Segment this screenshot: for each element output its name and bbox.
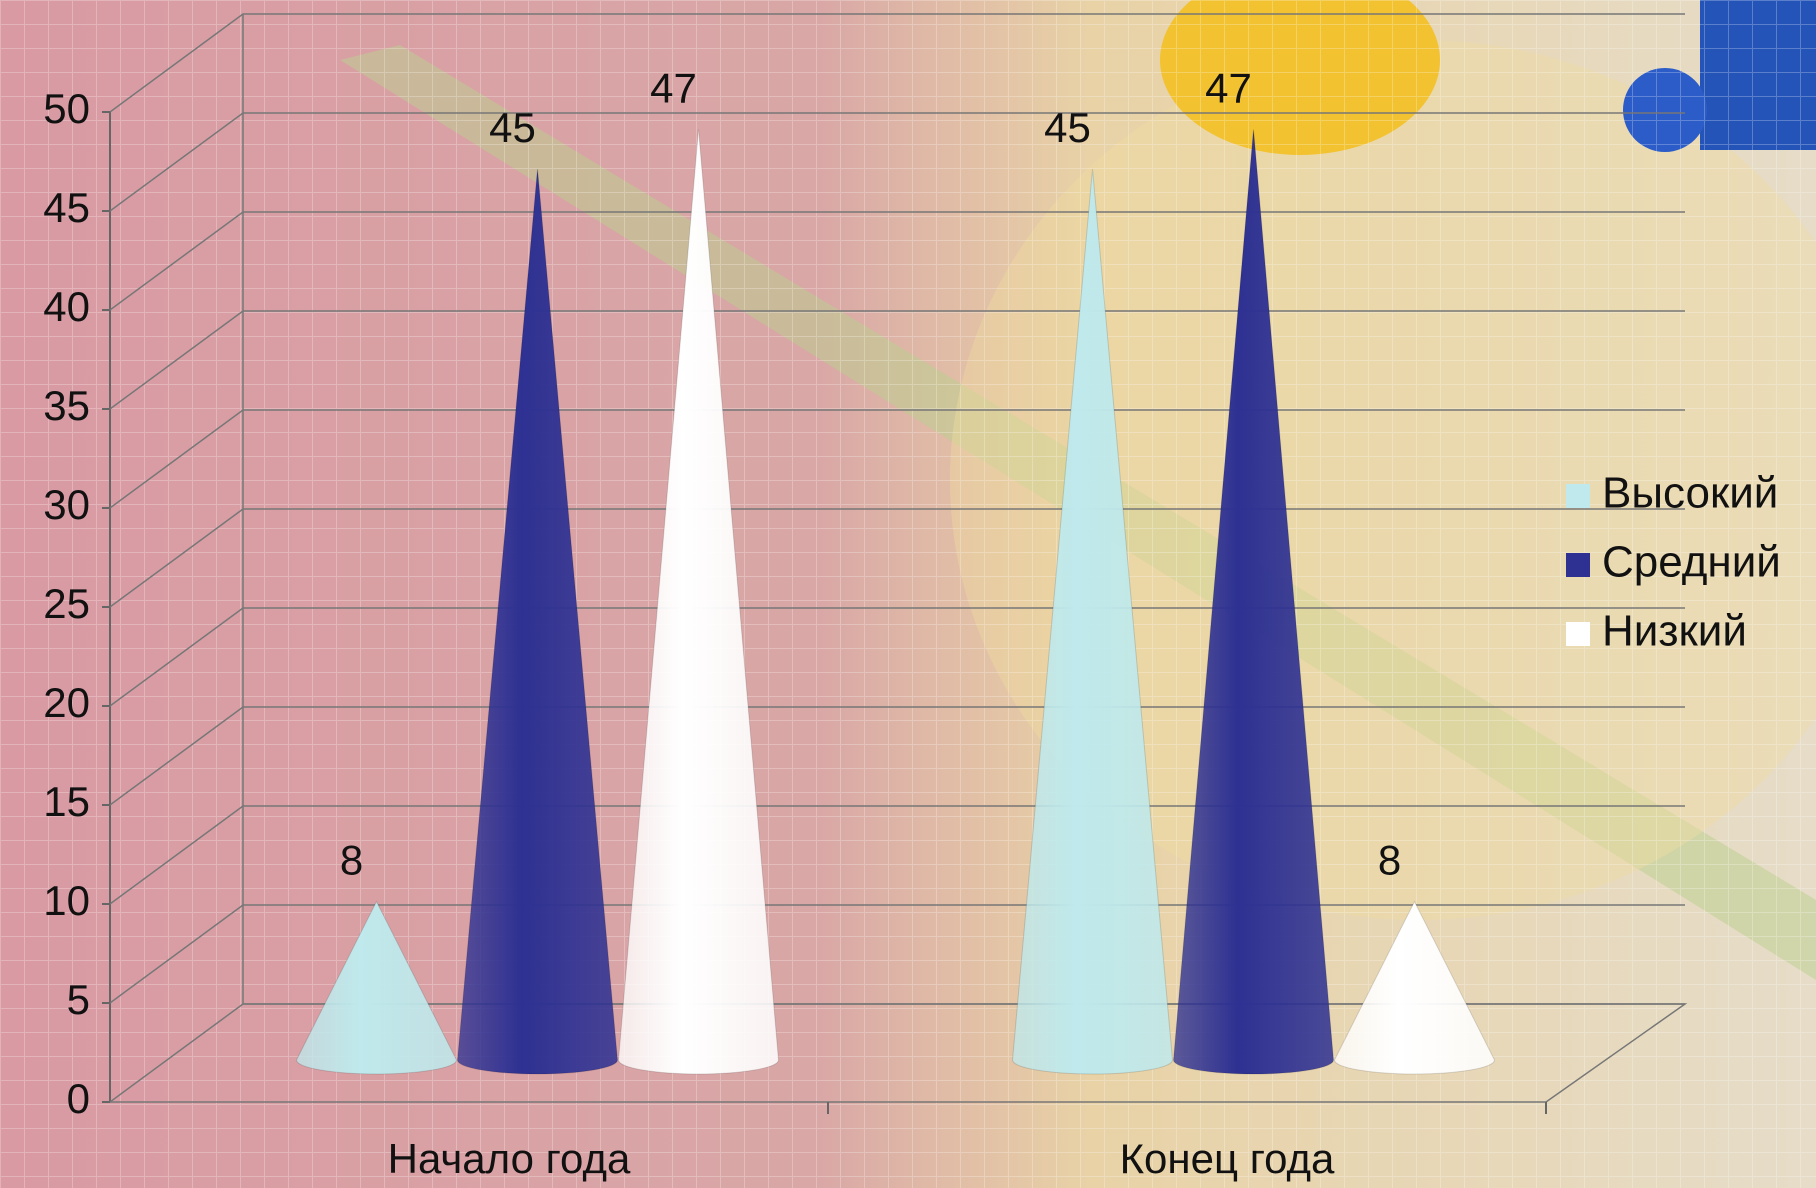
legend-swatch — [1566, 484, 1590, 508]
value-label: 45 — [489, 104, 536, 151]
y-tick-label: 0 — [67, 1075, 90, 1122]
legend-swatch — [1566, 553, 1590, 577]
value-label: 45 — [1044, 104, 1091, 151]
grid-line — [109, 607, 1685, 707]
legend-label: Средний — [1602, 538, 1781, 587]
value-label: 8 — [1378, 837, 1401, 884]
y-tick-label: 30 — [43, 481, 90, 528]
legend-label: Низкий — [1602, 607, 1747, 656]
y-tick-label: 50 — [43, 85, 90, 132]
value-label: 8 — [340, 837, 363, 884]
grid-line — [109, 508, 1685, 608]
y-tick-label: 40 — [43, 283, 90, 330]
plot: 0 5 10 15 20 25 30 35 40 45 50 Начало года Конец год… — [43, 13, 1781, 1182]
cone — [1333, 900, 1496, 1075]
grid-line — [109, 310, 1685, 410]
grid-line — [109, 211, 1685, 311]
grid-line — [109, 409, 1685, 509]
cone — [1011, 168, 1174, 1075]
y-tick-label: 35 — [43, 382, 90, 429]
y-tick-label: 15 — [43, 778, 90, 825]
cone — [456, 168, 619, 1075]
grid-line — [109, 13, 1685, 113]
grid-line — [109, 112, 1685, 212]
legend-label: Высокий — [1602, 469, 1778, 518]
x-tick-label: Начало года — [388, 1135, 631, 1182]
legend-swatch — [1566, 622, 1590, 646]
value-label: 47 — [650, 64, 697, 111]
y-tick-label: 20 — [43, 679, 90, 726]
y-tick-label: 5 — [67, 976, 90, 1023]
y-tick-label: 10 — [43, 877, 90, 924]
y-tick-label: 25 — [43, 580, 90, 627]
y-tick-label: 45 — [43, 184, 90, 231]
x-tick-label: Конец года — [1120, 1135, 1335, 1182]
value-label: 47 — [1205, 64, 1252, 111]
cone — [1172, 129, 1335, 1075]
cone — [295, 900, 458, 1075]
cone — [617, 129, 780, 1075]
